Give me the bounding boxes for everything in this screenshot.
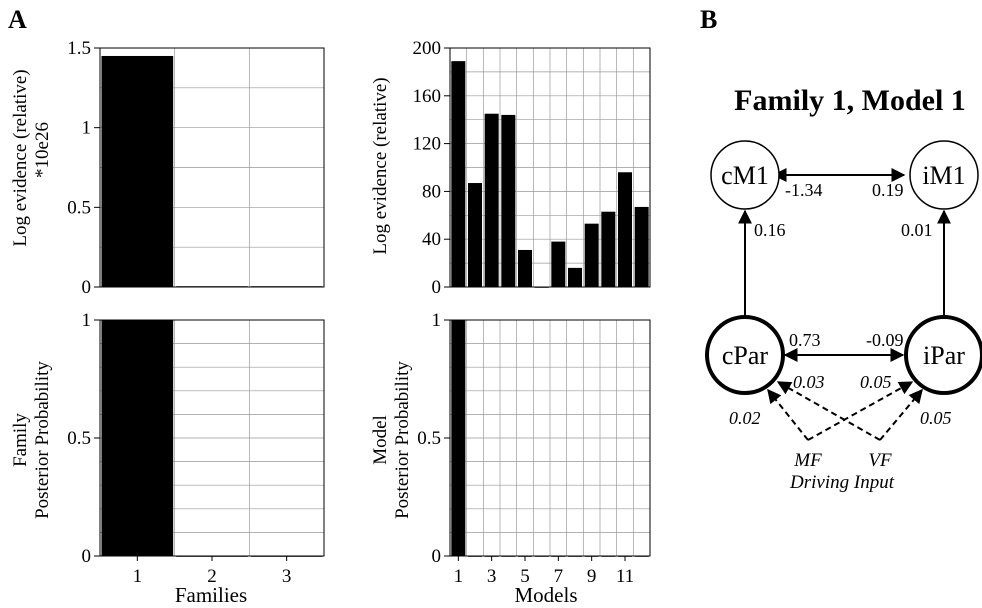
y-tick-label: 1.5 xyxy=(67,38,91,59)
chart-y-ticks: 0 40 80 120 160 200 xyxy=(413,38,450,298)
plot-frame xyxy=(99,47,325,288)
panel-label-a: A xyxy=(8,5,27,34)
y-tick-label: 120 xyxy=(413,134,442,155)
bar-7 xyxy=(551,241,566,287)
chart-grid xyxy=(450,320,650,556)
x-tick-label: 7 xyxy=(554,566,564,587)
y-tick-label: 0 xyxy=(432,277,442,298)
chart-models-log-evidence: 0 40 80 120 160 200 Log evidence (relative) xyxy=(370,38,651,298)
y-tick-label: 1 xyxy=(82,310,92,331)
chart-y-ticks: 0 0.5 1 1.5 xyxy=(67,38,100,298)
chart-grid xyxy=(450,48,650,287)
chart-y-ticks: 00.51 xyxy=(417,310,450,567)
edge-label-cpar-ipar-right: -0.09 xyxy=(866,330,904,350)
x-tick-label: 3 xyxy=(282,566,292,587)
bar-12 xyxy=(634,206,649,287)
node-cpar-label: cPar xyxy=(722,341,769,370)
x-axis-label: Families xyxy=(175,583,247,607)
edge-label-cm1-im1-left: -1.34 xyxy=(785,180,823,200)
chart-x-ticks: 1 3 5 7 9 11 xyxy=(454,556,634,587)
y-tick-label: 0 xyxy=(432,546,442,567)
bar-11 xyxy=(618,172,632,287)
edge-label-ipar-im1: 0.01 xyxy=(901,220,933,240)
node-im1-label: iM1 xyxy=(922,161,965,190)
edge-label-cpar-ipar-left: 0.73 xyxy=(789,330,821,350)
edge-label-cpar-cm1: 0.16 xyxy=(754,220,786,240)
edge-vf-ipar xyxy=(879,388,923,441)
bar-2 xyxy=(468,183,482,287)
plot-frame xyxy=(449,319,651,557)
bar-4 xyxy=(501,114,516,287)
chart-families-log-evidence: 0 0.5 1 1.5 Log evidence (relative) *10e26 xyxy=(10,38,325,298)
node-cpar xyxy=(705,315,785,395)
chart-x-ticks: 1 2 3 xyxy=(133,556,292,587)
node-ipar xyxy=(904,315,982,395)
chart-models-posterior: 00.51 1 3 5 7 9 11 Model Posterior Probabilit… xyxy=(370,310,651,607)
bar-8 xyxy=(568,267,582,287)
node-im1 xyxy=(909,140,979,210)
bar-1 xyxy=(101,320,174,556)
edge-mf-cpar xyxy=(767,388,809,441)
y-tick-label: 0 xyxy=(82,546,92,567)
input-vf-label: VF xyxy=(868,450,892,471)
y-axis-label-line2: Posterior Probability xyxy=(32,361,53,519)
y-tick-label: 0.5 xyxy=(417,428,441,449)
x-tick-label: 11 xyxy=(616,566,634,587)
y-tick-label: 0.5 xyxy=(67,428,91,449)
x-tick-label: 3 xyxy=(487,566,497,587)
driving-input-label: Driving Input xyxy=(789,472,895,493)
chart-bars xyxy=(451,61,649,288)
node-cm1 xyxy=(710,140,780,210)
y-tick-label: 0 xyxy=(82,277,92,298)
x-tick-label: 2 xyxy=(207,566,217,587)
network-diagram: Family 1, Model 1 cM1 iM1 cPar iPar -1.3… xyxy=(705,84,982,493)
y-axis-label: Family xyxy=(10,413,31,467)
y-axis-label-line2: Posterior Probability xyxy=(392,361,413,519)
y-tick-label: 1 xyxy=(432,310,442,331)
bar-5 xyxy=(518,249,532,287)
edge-label-cm1-im1-right: 0.19 xyxy=(872,180,904,200)
plot-frame xyxy=(99,319,325,557)
bar-1 xyxy=(101,55,174,287)
bar-10 xyxy=(601,211,616,287)
bar-1 xyxy=(451,61,466,287)
chart-bars xyxy=(101,55,323,288)
bar-9 xyxy=(584,223,599,287)
y-tick-label: 80 xyxy=(422,181,441,202)
x-tick-label: 1 xyxy=(133,566,143,587)
node-cm1-label: cM1 xyxy=(721,161,769,190)
chart-bars xyxy=(101,320,323,557)
edge-label-vf-cpar: 0.03 xyxy=(793,372,825,392)
panel-label-b: B xyxy=(700,5,717,34)
x-tick-label: 9 xyxy=(587,566,597,587)
edge-label-mf-cpar: 0.02 xyxy=(729,408,761,428)
node-ipar-label: iPar xyxy=(923,341,965,370)
y-axis-label: Model xyxy=(370,415,391,465)
y-tick-label: 0.5 xyxy=(67,197,91,218)
plot-frame xyxy=(449,47,651,288)
diagram-title: Family 1, Model 1 xyxy=(734,84,966,117)
y-axis-label: Log evidence (relative) xyxy=(370,77,391,254)
edge-label-mf-ipar: 0.05 xyxy=(860,372,892,392)
y-tick-label: 200 xyxy=(413,38,442,59)
input-mf-label: MF xyxy=(793,450,822,471)
y-axis-label-line2: *10e26 xyxy=(32,122,53,178)
x-tick-label: 5 xyxy=(520,566,530,587)
x-tick-label: 1 xyxy=(454,566,464,587)
y-tick-label: 40 xyxy=(422,229,441,250)
edge-label-vf-ipar: 0.05 xyxy=(920,408,952,428)
chart-y-ticks: 00.51 xyxy=(67,310,100,567)
y-tick-label: 1 xyxy=(82,118,92,139)
bar-3 xyxy=(484,113,499,287)
bar-1 xyxy=(451,320,466,556)
y-tick-label: 160 xyxy=(413,86,442,107)
y-axis-label: Log evidence (relative) xyxy=(10,69,31,246)
x-axis-label: Models xyxy=(515,583,578,607)
